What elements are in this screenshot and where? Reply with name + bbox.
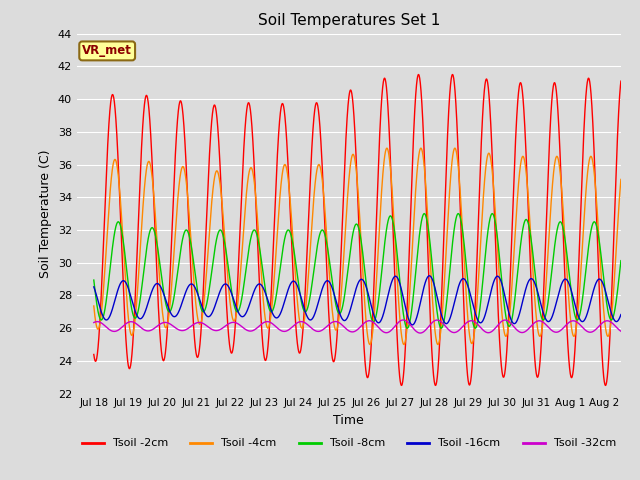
Title: Soil Temperatures Set 1: Soil Temperatures Set 1 xyxy=(258,13,440,28)
X-axis label: Time: Time xyxy=(333,414,364,427)
Y-axis label: Soil Temperature (C): Soil Temperature (C) xyxy=(39,149,52,278)
Legend: Tsoil -2cm, Tsoil -4cm, Tsoil -8cm, Tsoil -16cm, Tsoil -32cm: Tsoil -2cm, Tsoil -4cm, Tsoil -8cm, Tsoi… xyxy=(77,434,621,453)
Text: VR_met: VR_met xyxy=(82,44,132,58)
